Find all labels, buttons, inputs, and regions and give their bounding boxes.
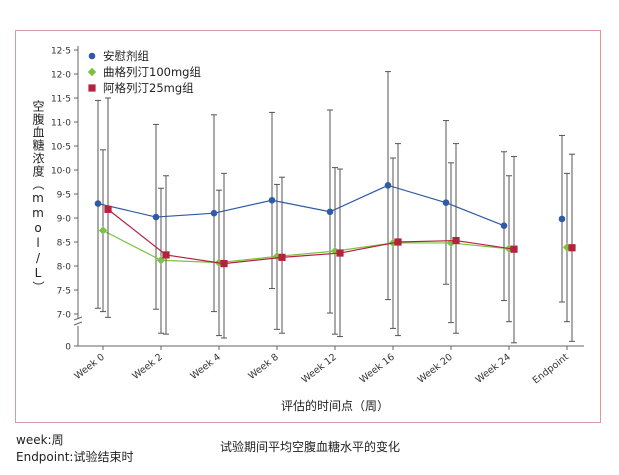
series-2-point xyxy=(98,226,108,235)
y-tick-label: 10·0 xyxy=(51,167,71,177)
series-1-point xyxy=(152,213,160,221)
legend-label: 安慰剂组 xyxy=(103,49,149,63)
legend-marker xyxy=(88,52,96,60)
x-axis-label: 评估的时间点（周） xyxy=(281,398,389,413)
week-note: week:周 xyxy=(16,433,64,447)
legend-label: 阿格列汀25mg组 xyxy=(103,81,194,95)
y-tick-label: 7·0 xyxy=(57,311,72,321)
y-tick-label: 11·5 xyxy=(51,95,71,105)
y-tick-label: 8·0 xyxy=(57,263,72,273)
series-3-point xyxy=(104,205,112,213)
y-tick-label: 11·0 xyxy=(51,119,71,129)
series-1-point xyxy=(558,215,566,223)
figure-caption: 试验期间平均空腹血糖水平的变化 xyxy=(220,440,401,454)
y-tick-label: 10·5 xyxy=(51,143,71,153)
axis-break-mark xyxy=(73,316,83,321)
series-1-point xyxy=(500,222,508,229)
endpoint-note: Endpoint:试验结束时 xyxy=(16,450,134,464)
legend-label: 曲格列汀100mg组 xyxy=(103,65,201,79)
series-3-point xyxy=(220,260,228,268)
y-tick-label: 9·5 xyxy=(57,191,71,201)
x-tick-label: Week 12 xyxy=(300,352,339,386)
series-1-point xyxy=(268,196,276,204)
x-tick-label: Week 16 xyxy=(358,352,397,386)
x-tick-label: Week 0 xyxy=(72,352,106,382)
legend-marker xyxy=(87,67,97,77)
chart-frame xyxy=(15,30,601,423)
x-tick-label: Week 4 xyxy=(188,352,222,382)
y-origin-label: 0 xyxy=(65,343,71,353)
series-1-point xyxy=(442,199,450,206)
series-1-point xyxy=(210,209,218,217)
series-3-point xyxy=(452,236,460,245)
series-2-line xyxy=(102,229,510,264)
y-tick-label: 8·5 xyxy=(57,239,71,249)
series-3-point xyxy=(336,249,344,257)
axis-break-mark xyxy=(73,321,83,326)
legend-marker xyxy=(88,84,96,92)
x-tick-label: Week 20 xyxy=(416,352,455,386)
y-tick-label: 12·5 xyxy=(51,47,71,57)
series-3-point xyxy=(394,238,402,246)
series-3-point xyxy=(278,253,286,261)
x-tick-label: Week 2 xyxy=(130,352,164,382)
y-tick-label: 9·0 xyxy=(57,215,72,225)
series-1-point xyxy=(384,182,392,189)
series-1-point xyxy=(326,208,334,216)
series-1-line xyxy=(97,184,505,227)
y-axis-label: 空腹血糖浓度（mmol/L） xyxy=(31,100,45,294)
series-3-point xyxy=(510,245,518,253)
x-tick-label: Endpoint xyxy=(531,352,571,387)
y-tick-label: 12·0 xyxy=(51,71,71,81)
series-1-point xyxy=(94,200,102,207)
x-tick-label: Week 24 xyxy=(474,352,513,386)
series-3-point xyxy=(162,251,170,259)
series-3-point xyxy=(568,244,576,252)
series-3-line xyxy=(107,208,515,265)
x-tick-label: Week 8 xyxy=(246,352,280,382)
y-tick-label: 7·5 xyxy=(57,287,71,297)
